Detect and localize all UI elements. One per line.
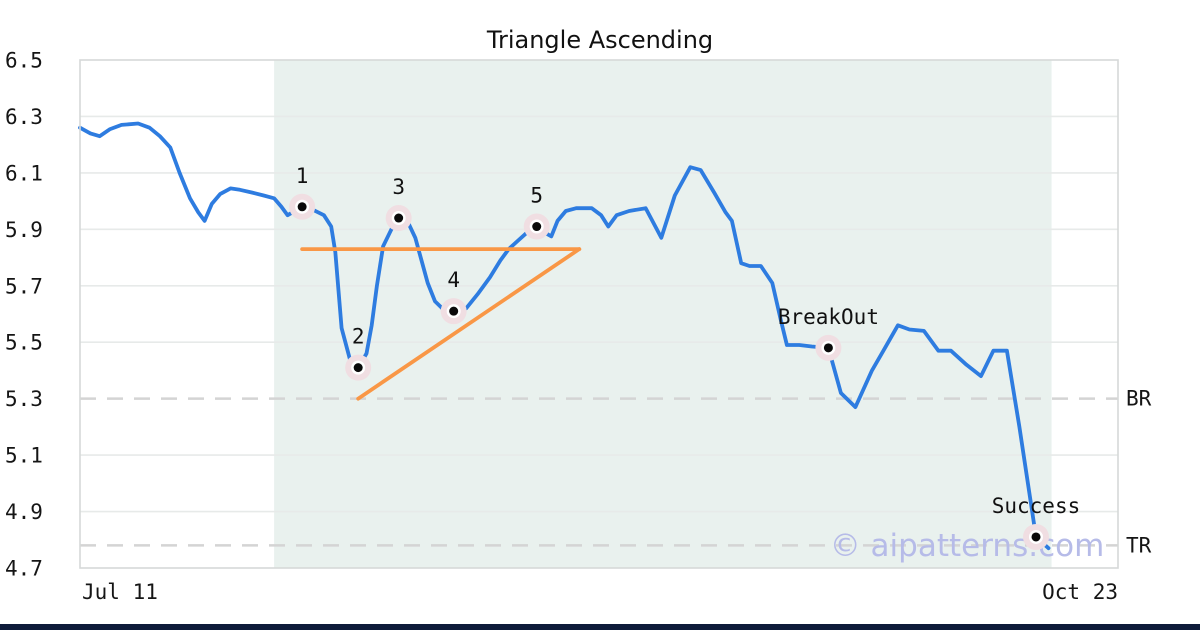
trendline-layer	[300, 247, 582, 401]
trendline-support	[356, 247, 582, 401]
y-axis-ticks: 6.5 6.3 6.1 5.9 5.7 5.5 5.3 5.1 4.9 4.7	[5, 49, 43, 581]
marker-label-1: 1	[296, 164, 309, 188]
y-tick-label: 5.9	[5, 218, 43, 242]
price-series-layer	[78, 121, 1051, 551]
y-tick-label: 5.1	[5, 444, 43, 468]
level-lines-layer: BR TR	[80, 387, 1152, 557]
marker-label-5: 5	[530, 184, 543, 208]
marker-label-3: 3	[392, 175, 405, 199]
marker-dot	[297, 202, 307, 212]
y-tick-label: 4.7	[5, 557, 43, 581]
level-label-tr: TR	[1126, 533, 1152, 557]
x-tick-end: Oct 23	[1042, 580, 1118, 604]
gridline-layer	[80, 115, 1118, 513]
marker-label-success: Success	[992, 494, 1081, 518]
marker-dot	[394, 213, 404, 223]
marker-dot	[449, 306, 459, 316]
marker-label-4: 4	[447, 268, 460, 292]
y-tick-label: 6.1	[5, 161, 43, 185]
y-tick-label: 5.5	[5, 331, 43, 355]
marker-label-breakout: BreakOut	[778, 305, 879, 329]
y-tick-label: 5.7	[5, 274, 43, 298]
marker-dot	[823, 343, 833, 353]
x-tick-start: Jul 11	[82, 580, 158, 604]
pattern-zone	[274, 60, 1052, 568]
y-tick-label: 4.9	[5, 500, 43, 524]
x-axis-ticks: Jul 11 Oct 23	[82, 580, 1118, 604]
pattern-zone-layer	[274, 60, 1052, 568]
level-label-br: BR	[1126, 387, 1152, 411]
watermark: © aipatterns.com	[830, 528, 1105, 564]
footer-bar	[0, 624, 1200, 630]
marker-dot	[353, 363, 363, 373]
marker-dot	[1031, 532, 1041, 542]
pattern-marker-layer: 1 2 3 4 5 BreakOut Success	[289, 164, 1080, 550]
marker-dot	[532, 222, 542, 232]
marker-label-2: 2	[352, 325, 365, 349]
y-tick-label: 6.5	[5, 49, 43, 73]
y-tick-label: 5.3	[5, 387, 43, 411]
price-line	[78, 121, 1051, 551]
plot-border	[79, 59, 1119, 569]
chart-title: Triangle Ascending	[486, 26, 713, 54]
y-tick-label: 6.3	[5, 105, 43, 129]
